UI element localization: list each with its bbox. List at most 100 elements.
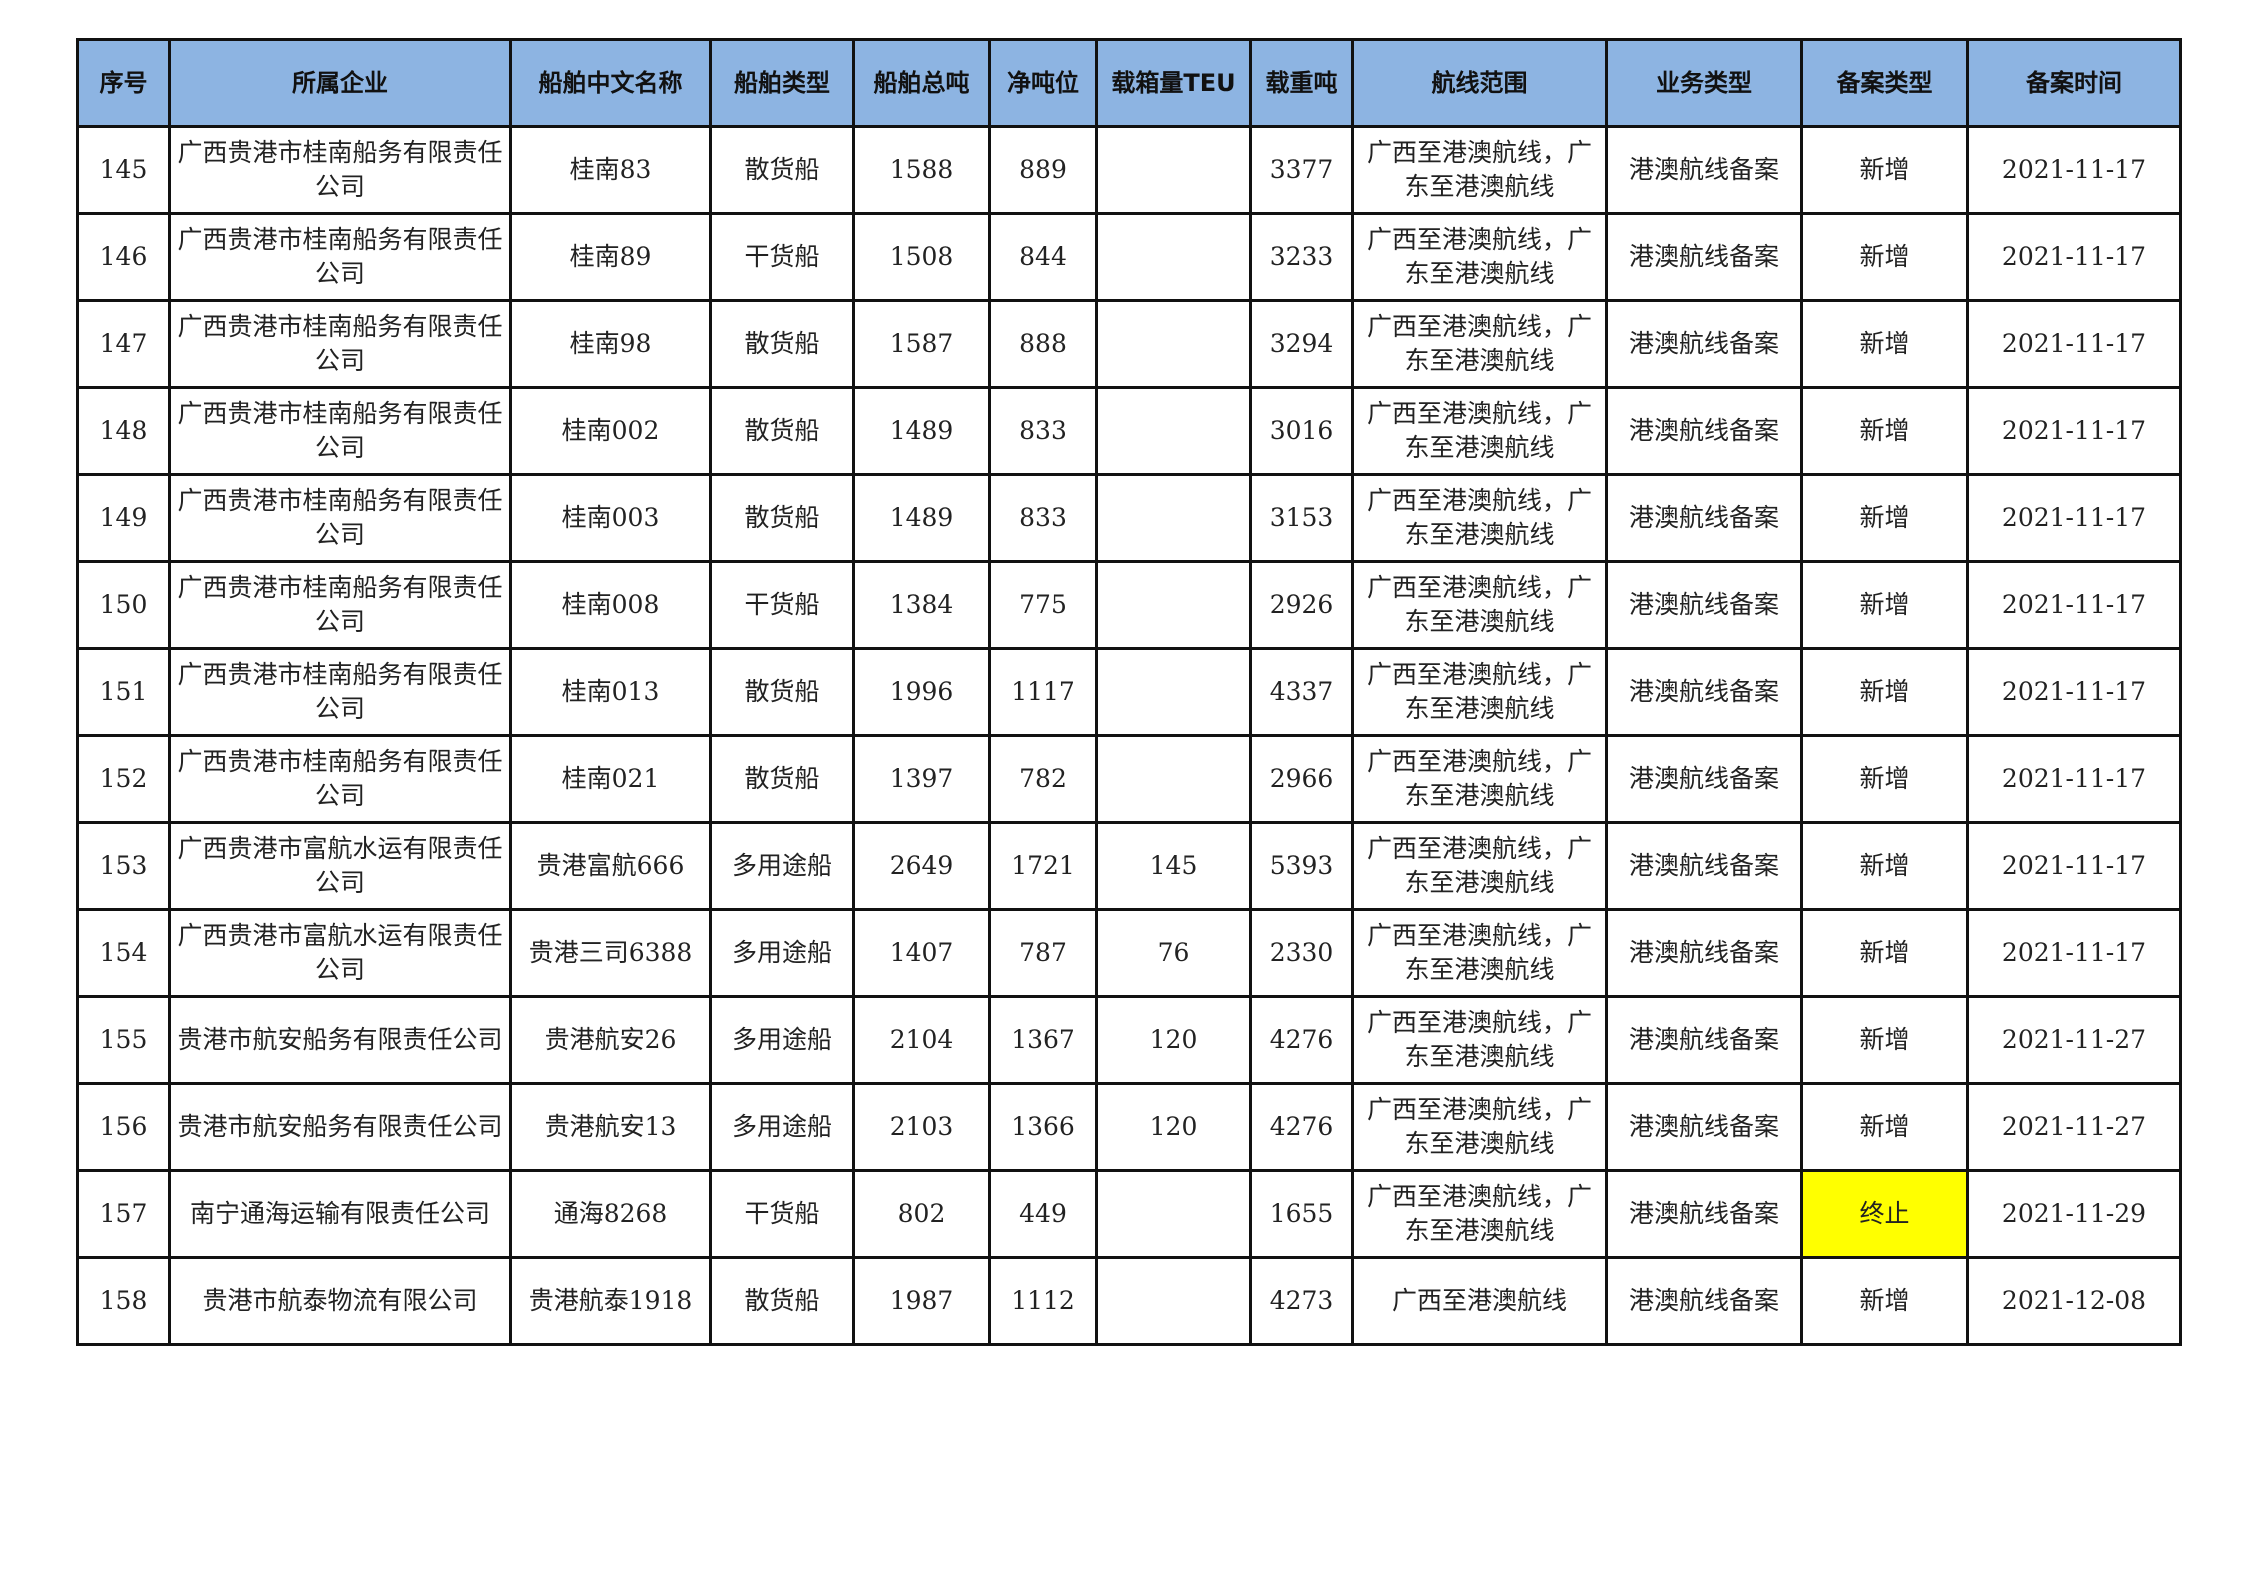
cell-index: 145 <box>76 125 171 215</box>
cell-ship-name: 贵港富航666 <box>509 821 712 911</box>
cell-ship-type: 干货船 <box>709 1169 855 1259</box>
cell-route-scope: 广西至港澳航线，广东至港澳航线 <box>1351 647 1608 737</box>
cell-ship-type: 散货船 <box>709 734 855 824</box>
table-row: 158 贵港市航泰物流有限公司 贵港航泰1918 散货船 1987 1112 4273 广西至… <box>76 1256 2182 1346</box>
header-ship-type: 船舶类型 <box>709 38 855 128</box>
cell-company: 广西贵港市桂南船务有限责任公司 <box>168 734 512 824</box>
cell-teu-capacity <box>1095 473 1252 563</box>
cell-teu-capacity <box>1095 386 1252 476</box>
cell-filing-type: 新增 <box>1800 212 1969 302</box>
cell-ship-type: 多用途船 <box>709 908 855 998</box>
header-teu-capacity: 载箱量TEU <box>1095 38 1252 128</box>
header-business-type: 业务类型 <box>1605 38 1803 128</box>
cell-route-scope: 广西至港澳航线，广东至港澳航线 <box>1351 560 1608 650</box>
header-index: 序号 <box>76 38 171 128</box>
header-row: 序号 所属企业 船舶中文名称 船舶类型 船舶总吨 净吨位 载箱量TEU 载重吨 航线范围 业务类型… <box>76 38 2182 128</box>
cell-gross-tonnage: 1384 <box>852 560 991 650</box>
table-row: 150 广西贵港市桂南船务有限责任公司 桂南008 干货船 1384 775 2926 广西至… <box>76 560 2182 650</box>
cell-deadweight: 3153 <box>1249 473 1354 563</box>
table-row: 145 广西贵港市桂南船务有限责任公司 桂南83 散货船 1588 889 3377 广西至港… <box>76 125 2182 215</box>
cell-teu-capacity <box>1095 1256 1252 1346</box>
cell-index: 158 <box>76 1256 171 1346</box>
cell-ship-type: 干货船 <box>709 212 855 302</box>
table-row: 157 南宁通海运输有限责任公司 通海8268 干货船 802 449 1655 广西至港澳航… <box>76 1169 2182 1259</box>
cell-company: 广西贵港市桂南船务有限责任公司 <box>168 560 512 650</box>
cell-route-scope: 广西至港澳航线，广东至港澳航线 <box>1351 212 1608 302</box>
cell-net-tonnage: 833 <box>988 386 1098 476</box>
cell-business-type: 港澳航线备案 <box>1605 125 1803 215</box>
cell-ship-name: 贵港航泰1918 <box>509 1256 712 1346</box>
cell-filing-date: 2021-11-17 <box>1966 212 2182 302</box>
cell-net-tonnage: 449 <box>988 1169 1098 1259</box>
table-row: 155 贵港市航安船务有限责任公司 贵港航安26 多用途船 2104 1367 120 427… <box>76 995 2182 1085</box>
header-net-tonnage: 净吨位 <box>988 38 1098 128</box>
cell-company: 贵港市航安船务有限责任公司 <box>168 995 512 1085</box>
cell-teu-capacity <box>1095 734 1252 824</box>
cell-gross-tonnage: 1587 <box>852 299 991 389</box>
cell-teu-capacity: 76 <box>1095 908 1252 998</box>
cell-ship-name: 桂南021 <box>509 734 712 824</box>
cell-ship-name: 贵港航安26 <box>509 995 712 1085</box>
cell-index: 157 <box>76 1169 171 1259</box>
cell-gross-tonnage: 1987 <box>852 1256 991 1346</box>
cell-business-type: 港澳航线备案 <box>1605 995 1803 1085</box>
cell-business-type: 港澳航线备案 <box>1605 386 1803 476</box>
table-row: 146 广西贵港市桂南船务有限责任公司 桂南89 干货船 1508 844 3233 广西至港… <box>76 212 2182 302</box>
cell-company: 广西贵港市桂南船务有限责任公司 <box>168 125 512 215</box>
cell-company: 广西贵港市桂南船务有限责任公司 <box>168 212 512 302</box>
cell-net-tonnage: 844 <box>988 212 1098 302</box>
cell-filing-type: 新增 <box>1800 734 1969 824</box>
cell-ship-type: 多用途船 <box>709 1082 855 1172</box>
cell-company: 广西贵港市桂南船务有限责任公司 <box>168 299 512 389</box>
cell-teu-capacity <box>1095 560 1252 650</box>
cell-ship-name: 桂南003 <box>509 473 712 563</box>
cell-net-tonnage: 888 <box>988 299 1098 389</box>
cell-ship-type: 散货船 <box>709 647 855 737</box>
cell-teu-capacity: 145 <box>1095 821 1252 911</box>
cell-ship-type: 散货船 <box>709 473 855 563</box>
cell-filing-date: 2021-11-27 <box>1966 995 2182 1085</box>
cell-ship-name: 通海8268 <box>509 1169 712 1259</box>
header-route-scope: 航线范围 <box>1351 38 1608 128</box>
cell-route-scope: 广西至港澳航线，广东至港澳航线 <box>1351 125 1608 215</box>
cell-company: 广西贵港市富航水运有限责任公司 <box>168 821 512 911</box>
cell-deadweight: 4276 <box>1249 1082 1354 1172</box>
cell-route-scope: 广西至港澳航线，广东至港澳航线 <box>1351 386 1608 476</box>
cell-gross-tonnage: 1397 <box>852 734 991 824</box>
cell-ship-name: 桂南008 <box>509 560 712 650</box>
cell-index: 155 <box>76 995 171 1085</box>
cell-teu-capacity <box>1095 212 1252 302</box>
cell-deadweight: 1655 <box>1249 1169 1354 1259</box>
cell-index: 147 <box>76 299 171 389</box>
cell-company: 广西贵港市桂南船务有限责任公司 <box>168 473 512 563</box>
cell-net-tonnage: 1117 <box>988 647 1098 737</box>
header-filing-type: 备案类型 <box>1800 38 1969 128</box>
cell-business-type: 港澳航线备案 <box>1605 821 1803 911</box>
cell-net-tonnage: 775 <box>988 560 1098 650</box>
table-row: 147 广西贵港市桂南船务有限责任公司 桂南98 散货船 1587 888 3294 广西至港… <box>76 299 2182 389</box>
cell-filing-type: 新增 <box>1800 473 1969 563</box>
cell-deadweight: 3377 <box>1249 125 1354 215</box>
cell-index: 156 <box>76 1082 171 1172</box>
table-row: 151 广西贵港市桂南船务有限责任公司 桂南013 散货船 1996 1117 4337 广西… <box>76 647 2182 737</box>
header-gross-tonnage: 船舶总吨 <box>852 38 991 128</box>
cell-net-tonnage: 889 <box>988 125 1098 215</box>
cell-index: 149 <box>76 473 171 563</box>
cell-ship-name: 桂南89 <box>509 212 712 302</box>
header-company: 所属企业 <box>168 38 512 128</box>
cell-net-tonnage: 1366 <box>988 1082 1098 1172</box>
cell-ship-name: 桂南013 <box>509 647 712 737</box>
cell-gross-tonnage: 1489 <box>852 386 991 476</box>
cell-business-type: 港澳航线备案 <box>1605 473 1803 563</box>
cell-filing-type: 新增 <box>1800 908 1969 998</box>
cell-filing-date: 2021-11-27 <box>1966 1082 2182 1172</box>
cell-teu-capacity <box>1095 125 1252 215</box>
cell-gross-tonnage: 1489 <box>852 473 991 563</box>
cell-net-tonnage: 787 <box>988 908 1098 998</box>
cell-route-scope: 广西至港澳航线，广东至港澳航线 <box>1351 473 1608 563</box>
cell-route-scope: 广西至港澳航线，广东至港澳航线 <box>1351 734 1608 824</box>
table-row: 152 广西贵港市桂南船务有限责任公司 桂南021 散货船 1397 782 2966 广西至… <box>76 734 2182 824</box>
cell-deadweight: 2330 <box>1249 908 1354 998</box>
cell-gross-tonnage: 1407 <box>852 908 991 998</box>
cell-business-type: 港澳航线备案 <box>1605 1169 1803 1259</box>
